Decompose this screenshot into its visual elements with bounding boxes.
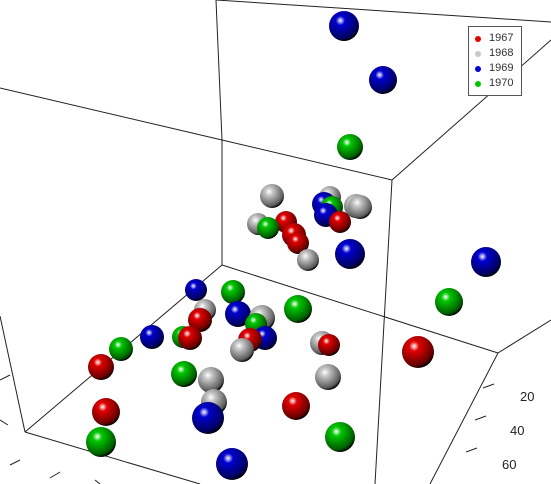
data-point-1970 [171, 361, 197, 387]
data-point-1967 [318, 334, 340, 356]
box-edge [221, 139, 393, 181]
tick-mark [49, 471, 61, 479]
box-edge [24, 431, 201, 484]
data-point-1967 [287, 232, 309, 254]
axis-ticks: 20 40 60 [0, 374, 534, 484]
legend-label: 1969 [489, 62, 514, 74]
tick-mark [0, 374, 11, 381]
data-point-1969 [329, 11, 359, 41]
legend-dot-icon [475, 35, 481, 42]
data-point-1968 [198, 367, 224, 393]
data-point-1969 [185, 279, 207, 301]
box-edge [429, 352, 499, 484]
data-point-1970 [109, 337, 133, 361]
tick-mark [0, 419, 9, 426]
legend-item-1970: 1970 [475, 76, 521, 91]
box-edge [0, 87, 223, 141]
box-edge [215, 0, 551, 23]
data-point-1967 [402, 336, 434, 368]
data-point-1968 [348, 195, 372, 219]
legend-label: 1970 [489, 77, 514, 89]
data-point-1969 [225, 301, 251, 327]
data-point-1967 [88, 354, 114, 380]
data-point-1968 [260, 184, 284, 208]
tick-mark [465, 447, 478, 453]
box-edge [215, 0, 223, 141]
data-point-1968 [315, 364, 341, 390]
data-point-1970 [435, 288, 463, 316]
tick-mark [482, 383, 495, 389]
tick-mark [9, 459, 21, 466]
box-edge [374, 179, 393, 484]
data-point-1969 [140, 325, 164, 349]
legend-label: 1967 [489, 32, 514, 44]
box-edge [497, 319, 551, 354]
tick-mark [94, 479, 101, 484]
data-point-1970 [221, 280, 245, 304]
box-edge [391, 39, 551, 181]
legend-item-1968: 1968 [475, 46, 521, 61]
legend: 1967 1968 1969 1970 [468, 26, 522, 96]
data-points [86, 11, 501, 480]
legend-dot-icon [475, 65, 481, 72]
data-point-1967 [282, 392, 310, 420]
data-point-1970 [257, 217, 279, 239]
data-point-1969 [335, 239, 365, 269]
legend-dot-icon [475, 50, 481, 57]
data-point-1970 [325, 422, 355, 452]
data-point-1967 [188, 308, 212, 332]
legend-label: 1968 [489, 47, 514, 59]
data-point-1969 [471, 247, 501, 277]
tick-label-depth: 20 [520, 389, 534, 404]
data-point-1970 [86, 427, 116, 457]
legend-item-1967: 1967 [475, 31, 521, 46]
tick-label-depth: 60 [502, 457, 516, 472]
data-point-1970 [337, 134, 363, 160]
box-edge [0, 315, 26, 433]
tick-label-depth: 40 [510, 423, 524, 438]
data-point-1969 [216, 448, 248, 480]
legend-dot-icon [475, 80, 481, 87]
legend-item-1969: 1969 [475, 61, 521, 76]
tick-mark [474, 415, 487, 421]
data-point-1969 [192, 402, 224, 434]
data-point-1970 [284, 295, 312, 323]
box-edge [221, 264, 499, 354]
data-point-1967 [178, 326, 202, 350]
data-point-1968 [230, 338, 254, 362]
data-point-1969 [369, 66, 397, 94]
data-point-1967 [92, 398, 120, 426]
data-point-1967 [329, 211, 351, 233]
data-point-1968 [297, 249, 319, 271]
